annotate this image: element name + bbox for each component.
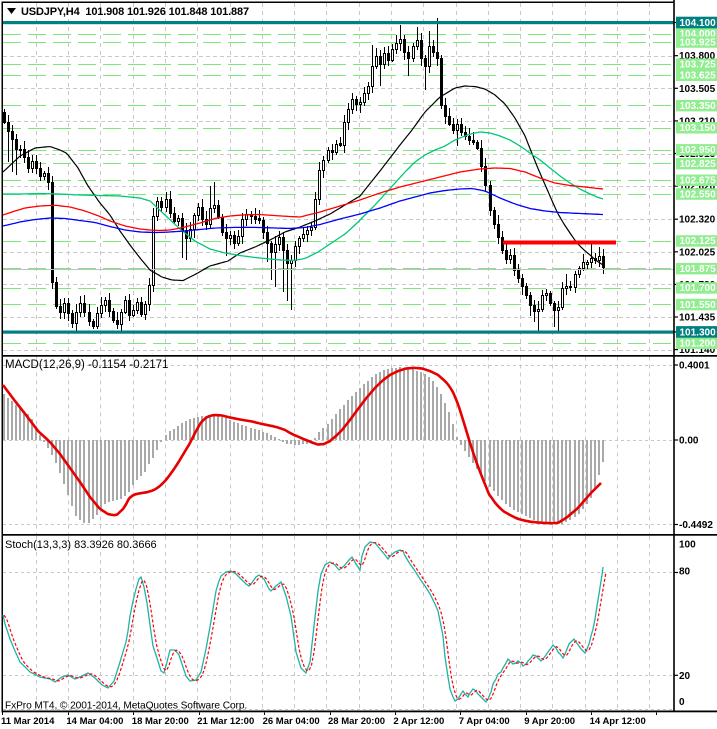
svg-text:MACD(12,26,9) -0.1154 -0.2171: MACD(12,26,9) -0.1154 -0.2171 [5, 359, 168, 371]
svg-text:101.550: 101.550 [680, 300, 717, 311]
svg-text:104.100: 104.100 [680, 18, 717, 29]
svg-text:101.300: 101.300 [680, 327, 717, 338]
svg-text:11 Mar 2014: 11 Mar 2014 [1, 716, 55, 727]
svg-text:103.150: 103.150 [680, 123, 717, 134]
svg-text:101.875: 101.875 [680, 264, 717, 275]
svg-text:Stoch(13,3,3) 83.3926 80.3666: Stoch(13,3,3) 83.3926 80.3666 [5, 539, 157, 551]
svg-text:101.140: 101.140 [679, 345, 716, 356]
svg-text:102.620: 102.620 [679, 182, 716, 193]
svg-text:103.350: 103.350 [680, 101, 717, 112]
svg-text:USDJPY,H4 101.908 101.926 101: USDJPY,H4 101.908 101.926 101.848 101.88… [21, 6, 249, 18]
svg-text:FxPro MT4, © 2001-2014, MetaQu: FxPro MT4, © 2001-2014, MetaQuotes Softw… [5, 701, 247, 712]
svg-text:103.925: 103.925 [680, 37, 717, 48]
svg-text:102.025: 102.025 [679, 247, 716, 258]
svg-text:102.550: 102.550 [680, 189, 717, 200]
svg-text:102.320: 102.320 [679, 215, 716, 226]
svg-text:7 Apr 04:00: 7 Apr 04:00 [459, 716, 510, 727]
svg-text:102.825: 102.825 [680, 159, 717, 170]
svg-text:21 Mar 12:00: 21 Mar 12:00 [197, 716, 254, 727]
svg-text:103.210: 103.210 [679, 116, 716, 127]
svg-text:0.4001: 0.4001 [679, 361, 710, 372]
svg-text:103.725: 103.725 [680, 59, 717, 70]
svg-text:102.125: 102.125 [680, 236, 717, 247]
svg-text:-0.4492: -0.4492 [679, 520, 713, 531]
svg-text:0: 0 [679, 697, 685, 708]
svg-text:103.800: 103.800 [679, 51, 716, 62]
svg-text:26 Mar 04:00: 26 Mar 04:00 [263, 716, 320, 727]
svg-text:14 Mar 04:00: 14 Mar 04:00 [66, 716, 123, 727]
svg-text:101.700: 101.700 [680, 283, 717, 294]
svg-text:18 Mar 20:00: 18 Mar 20:00 [132, 716, 189, 727]
svg-text:103.625: 103.625 [680, 71, 717, 82]
svg-text:103.505: 103.505 [679, 84, 716, 95]
svg-text:102.950: 102.950 [680, 145, 717, 156]
svg-text:2 Apr 12:00: 2 Apr 12:00 [393, 716, 444, 727]
svg-text:80: 80 [679, 567, 691, 578]
svg-text:101.200: 101.200 [680, 339, 717, 350]
svg-text:9 Apr 20:00: 9 Apr 20:00 [524, 716, 575, 727]
svg-text:101.435: 101.435 [679, 313, 716, 324]
svg-text:20: 20 [679, 671, 691, 682]
svg-text:104.000: 104.000 [680, 29, 717, 40]
svg-text:100: 100 [679, 540, 696, 551]
svg-text:28 Mar 20:00: 28 Mar 20:00 [328, 716, 385, 727]
svg-text:102.675: 102.675 [680, 176, 717, 187]
svg-text:14 Apr 12:00: 14 Apr 12:00 [590, 716, 646, 727]
svg-text:0.00: 0.00 [679, 436, 699, 447]
